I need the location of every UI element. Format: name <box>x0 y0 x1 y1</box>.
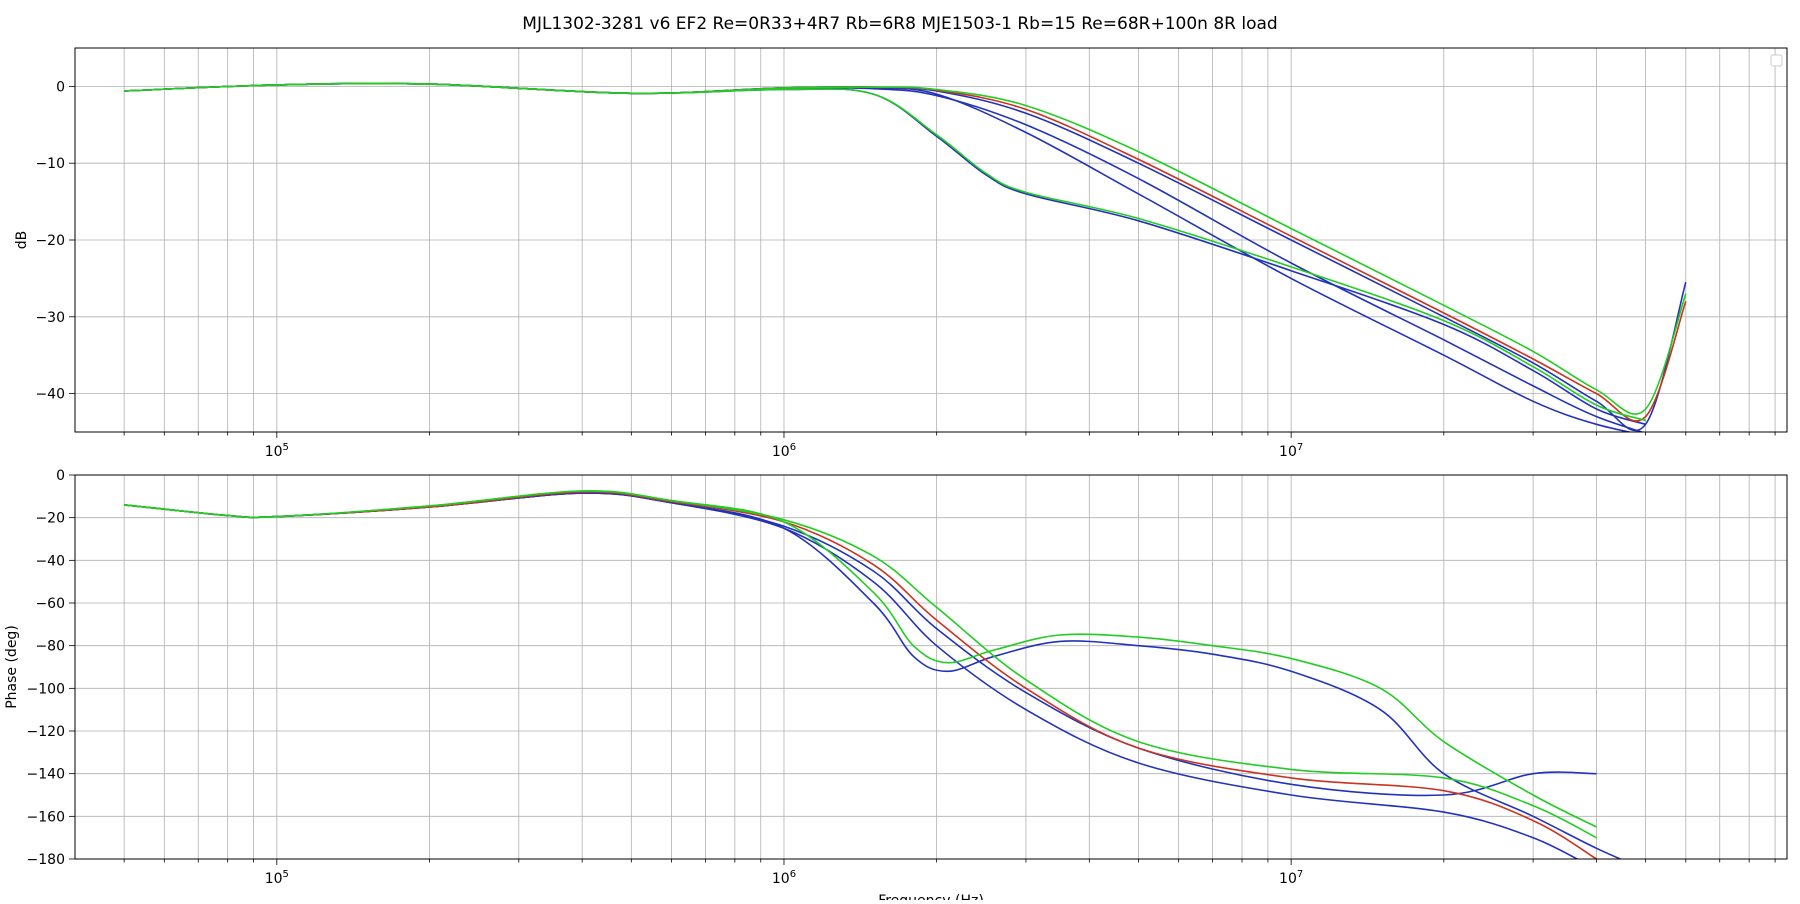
y-tick-label: −100 <box>27 681 65 697</box>
series-line <box>124 82 1646 426</box>
series-group <box>124 490 1623 859</box>
series-line <box>124 82 1645 432</box>
y-tick-label: −80 <box>35 639 65 655</box>
y-tick-label: −60 <box>35 596 65 612</box>
y-tick-label: −180 <box>27 852 65 868</box>
y-tick-label: −20 <box>35 233 65 249</box>
series-line <box>124 492 1623 859</box>
y-axis-label: dB <box>14 231 30 250</box>
y-tick-label: −120 <box>27 724 65 740</box>
series-line <box>124 490 1597 839</box>
x-tick-label: 107 <box>1279 442 1303 460</box>
x-tick-label: 107 <box>1279 869 1303 887</box>
chart-title: MJL1302-3281 v6 EF2 Re=0R33+4R7 Rb=6R8 M… <box>522 14 1278 34</box>
series-line <box>124 82 1646 422</box>
series-line <box>124 82 1687 415</box>
y-tick-label: −30 <box>35 310 65 326</box>
y-tick-label: −160 <box>27 809 65 825</box>
series-line <box>124 492 1597 797</box>
series-group <box>124 82 1687 432</box>
panel-phase: 0 −20 −40 −60 −80 −100 −120 −140 −160 −180 105 106 1… <box>4 468 1788 904</box>
panel-magnitude: 0 −10 −20 −30 −40 105 106 107 dB <box>14 47 1788 460</box>
y-tick-label: −10 <box>35 156 65 172</box>
x-tick-label: 105 <box>265 869 289 887</box>
axes-frame <box>74 47 1788 433</box>
y-tick-label: −20 <box>35 511 65 527</box>
axes-frame <box>74 474 1788 860</box>
series-line <box>124 82 1687 422</box>
y-axis-label: Phase (deg) <box>4 625 20 709</box>
x-tick-label: 106 <box>772 442 796 460</box>
series-line <box>124 490 1597 828</box>
y-tick-label: 0 <box>56 468 65 484</box>
legend-box <box>1770 54 1783 67</box>
x-tick-label: 106 <box>772 869 796 887</box>
y-tick-label: −40 <box>35 387 65 403</box>
y-tick-label: −140 <box>27 767 65 783</box>
x-tick-label: 105 <box>265 442 289 460</box>
grid <box>69 474 1787 865</box>
y-tick-label: −40 <box>35 553 65 569</box>
grid <box>69 48 1787 438</box>
series-line <box>124 82 1633 432</box>
y-tick-label: 0 <box>56 79 65 95</box>
series-line <box>124 82 1687 432</box>
x-axis-label: Frequency (Hz) <box>878 893 984 900</box>
